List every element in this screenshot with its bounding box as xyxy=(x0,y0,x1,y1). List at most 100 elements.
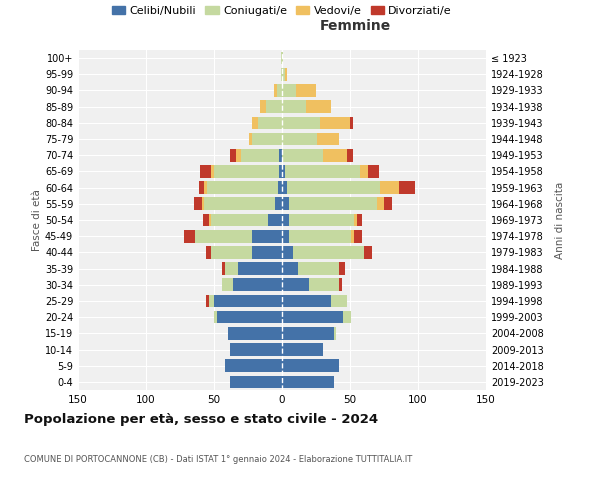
Bar xyxy=(274,84,277,97)
Bar xyxy=(225,360,282,372)
Bar xyxy=(354,230,362,242)
Legend: Celibi/Nubili, Coniugati/e, Vedovi/e, Divorziati/e: Celibi/Nubili, Coniugati/e, Vedovi/e, Di… xyxy=(107,1,457,20)
Bar xyxy=(282,52,283,64)
Bar xyxy=(289,214,354,226)
Bar xyxy=(296,84,316,97)
Bar xyxy=(225,262,238,275)
Bar xyxy=(347,149,353,162)
Bar xyxy=(202,198,205,210)
Bar xyxy=(354,214,357,226)
Bar xyxy=(278,182,282,194)
Bar xyxy=(320,116,350,129)
Bar xyxy=(317,132,339,145)
Bar xyxy=(230,149,236,162)
Bar xyxy=(282,182,287,194)
Bar xyxy=(252,132,282,145)
Bar xyxy=(282,116,320,129)
Bar xyxy=(281,68,282,80)
Bar xyxy=(331,294,347,308)
Bar xyxy=(194,198,202,210)
Bar xyxy=(293,246,364,258)
Bar xyxy=(222,278,233,291)
Bar xyxy=(222,262,225,275)
Text: Popolazione per età, sesso e stato civile - 2024: Popolazione per età, sesso e stato civil… xyxy=(24,412,378,426)
Bar xyxy=(339,262,344,275)
Bar xyxy=(285,68,287,80)
Bar xyxy=(285,165,359,177)
Bar xyxy=(230,376,282,388)
Bar xyxy=(282,311,343,324)
Text: Femmine: Femmine xyxy=(320,19,391,33)
Bar xyxy=(323,149,347,162)
Bar xyxy=(230,343,282,356)
Bar xyxy=(282,100,307,113)
Bar xyxy=(282,84,296,97)
Bar xyxy=(206,246,211,258)
Bar xyxy=(339,278,342,291)
Bar xyxy=(350,116,353,129)
Bar xyxy=(279,165,282,177)
Bar xyxy=(343,311,352,324)
Bar xyxy=(279,149,282,162)
Bar xyxy=(334,327,337,340)
Bar xyxy=(277,84,282,97)
Bar xyxy=(282,343,323,356)
Bar xyxy=(217,311,282,324)
Bar xyxy=(357,214,362,226)
Bar xyxy=(282,165,285,177)
Bar xyxy=(377,198,384,210)
Bar xyxy=(380,182,399,194)
Bar xyxy=(282,214,289,226)
Bar xyxy=(252,246,282,258)
Bar xyxy=(368,165,379,177)
Bar xyxy=(184,230,195,242)
Bar xyxy=(227,327,282,340)
Bar xyxy=(282,68,285,80)
Text: COMUNE DI PORTOCANNONE (CB) - Dati ISTAT 1° gennaio 2024 - Elaborazione TUTTITAL: COMUNE DI PORTOCANNONE (CB) - Dati ISTAT… xyxy=(24,455,412,464)
Y-axis label: Fasce di età: Fasce di età xyxy=(32,189,42,251)
Bar xyxy=(203,214,209,226)
Bar xyxy=(384,198,392,210)
Bar xyxy=(209,214,211,226)
Bar xyxy=(282,360,339,372)
Bar xyxy=(252,230,282,242)
Bar xyxy=(211,246,252,258)
Bar xyxy=(238,262,282,275)
Bar xyxy=(289,198,377,210)
Bar xyxy=(199,182,205,194)
Bar xyxy=(268,214,282,226)
Bar xyxy=(282,198,289,210)
Bar xyxy=(260,100,266,113)
Bar xyxy=(352,230,354,242)
Bar xyxy=(309,278,339,291)
Bar xyxy=(282,149,323,162)
Bar xyxy=(206,294,209,308)
Bar xyxy=(205,198,275,210)
Y-axis label: Anni di nascita: Anni di nascita xyxy=(555,182,565,258)
Bar xyxy=(281,52,282,64)
Bar xyxy=(200,165,211,177)
Bar xyxy=(214,311,217,324)
Bar xyxy=(214,165,279,177)
Bar xyxy=(214,294,282,308)
Bar xyxy=(287,182,380,194)
Bar xyxy=(236,149,241,162)
Bar xyxy=(266,100,282,113)
Bar xyxy=(282,132,317,145)
Bar xyxy=(289,230,352,242)
Bar xyxy=(282,327,334,340)
Bar xyxy=(282,278,309,291)
Bar xyxy=(211,214,268,226)
Bar xyxy=(205,182,207,194)
Bar xyxy=(399,182,415,194)
Bar xyxy=(282,294,331,308)
Bar xyxy=(275,198,282,210)
Bar xyxy=(211,165,214,177)
Bar xyxy=(359,165,368,177)
Bar xyxy=(257,116,282,129)
Bar xyxy=(282,376,334,388)
Bar xyxy=(233,278,282,291)
Bar xyxy=(282,262,298,275)
Bar xyxy=(250,132,252,145)
Bar xyxy=(282,246,293,258)
